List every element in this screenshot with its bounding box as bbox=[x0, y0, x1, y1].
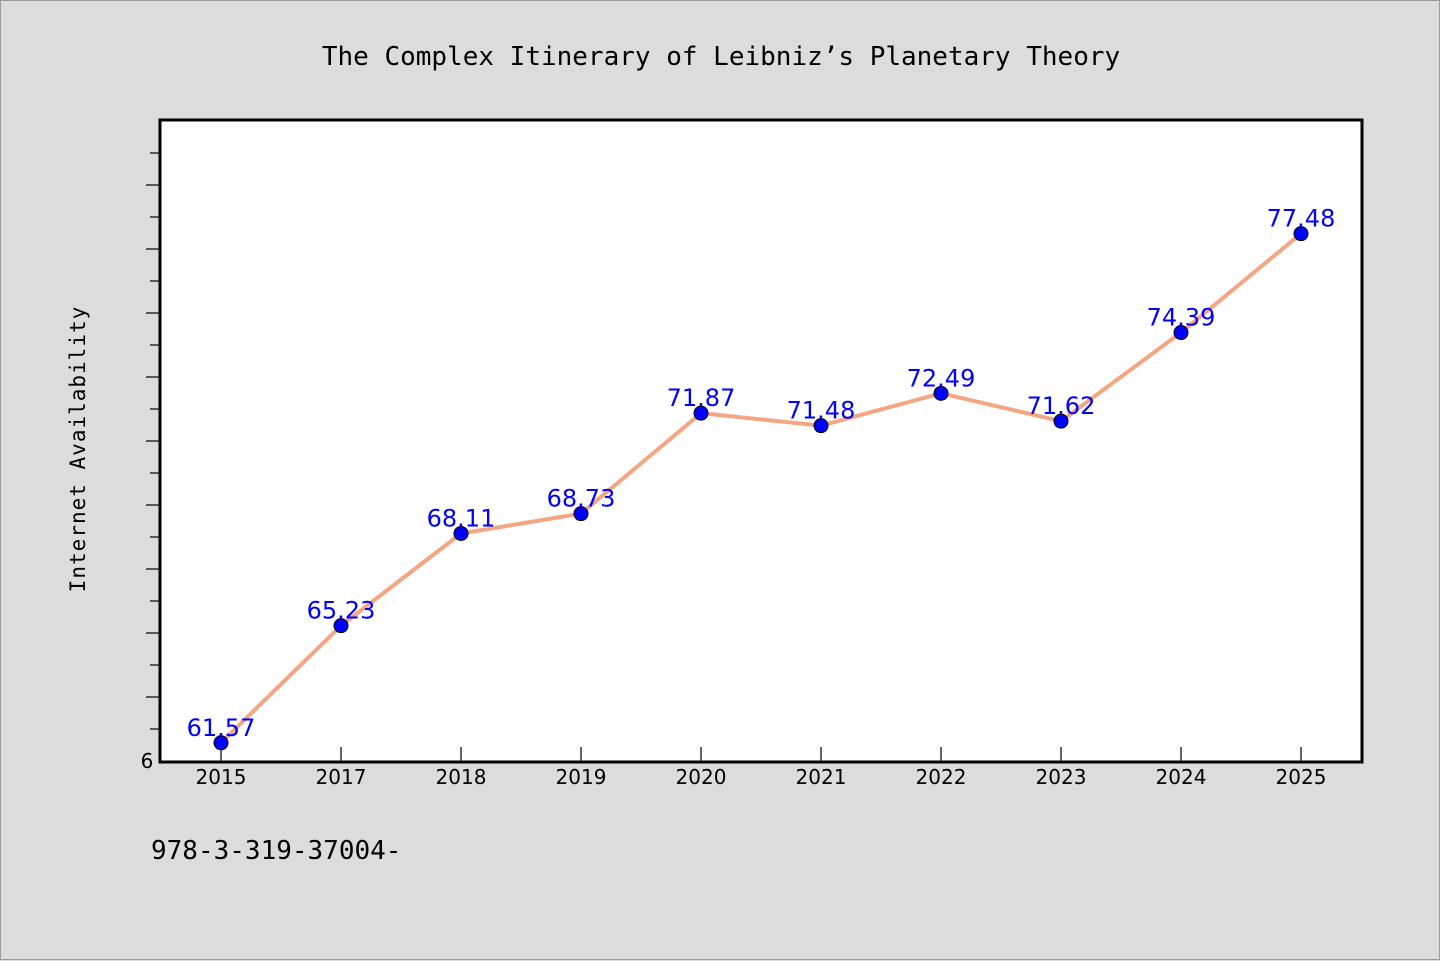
data-point bbox=[573, 506, 589, 522]
data-point bbox=[1053, 413, 1069, 429]
data-point bbox=[333, 618, 349, 634]
data-point bbox=[813, 418, 829, 434]
data-point bbox=[453, 525, 469, 541]
x-tick-label: 2021 bbox=[796, 765, 847, 789]
data-point bbox=[933, 385, 949, 401]
data-point bbox=[213, 735, 229, 751]
y-tick-label: 6 bbox=[141, 749, 154, 773]
data-label: 72.49 bbox=[907, 364, 976, 392]
data-label: 71.48 bbox=[787, 397, 856, 425]
data-point bbox=[1173, 325, 1189, 341]
x-tick-label: 2019 bbox=[556, 765, 607, 789]
x-tick-label: 2025 bbox=[1276, 765, 1327, 789]
data-point bbox=[1293, 226, 1309, 242]
data-point bbox=[693, 405, 709, 421]
x-tick-label: 2020 bbox=[676, 765, 727, 789]
series-line-layer bbox=[219, 231, 1303, 745]
data-label: 65.23 bbox=[307, 597, 376, 625]
data-label: 61.57 bbox=[187, 714, 256, 742]
data-label: 71.62 bbox=[1027, 392, 1096, 420]
x-tick-label: 2018 bbox=[436, 765, 487, 789]
x-tick-label: 2015 bbox=[196, 765, 247, 789]
data-label: 68.73 bbox=[547, 485, 616, 513]
x-tick-label: 2023 bbox=[1036, 765, 1087, 789]
series-markers bbox=[213, 226, 1309, 751]
x-tick-label: 2024 bbox=[1156, 765, 1207, 789]
chart-title: The Complex Itinerary of Leibniz’s Plane… bbox=[322, 42, 1120, 72]
data-label: 74.39 bbox=[1147, 304, 1216, 332]
data-label: 68.11 bbox=[427, 504, 496, 532]
data-label: 77.48 bbox=[1267, 205, 1336, 233]
x-tick-label: 2022 bbox=[916, 765, 967, 789]
y-axis-label: Internet Availability bbox=[66, 306, 90, 593]
axis-ticks: 6 2015 2017 2018 2019 2020 2021 2022 2023 2024 202… bbox=[141, 152, 1327, 789]
data-labels: 61.57 65.23 68.11 68.73 71.87 71.48 72.49 71.62… bbox=[187, 205, 1336, 742]
x-tick-label: 2017 bbox=[316, 765, 367, 789]
footer-code: 978-3-319-37004- bbox=[151, 836, 402, 866]
data-label: 71.87 bbox=[667, 384, 736, 412]
series-line bbox=[219, 231, 1303, 745]
plot-area bbox=[158, 118, 1364, 764]
